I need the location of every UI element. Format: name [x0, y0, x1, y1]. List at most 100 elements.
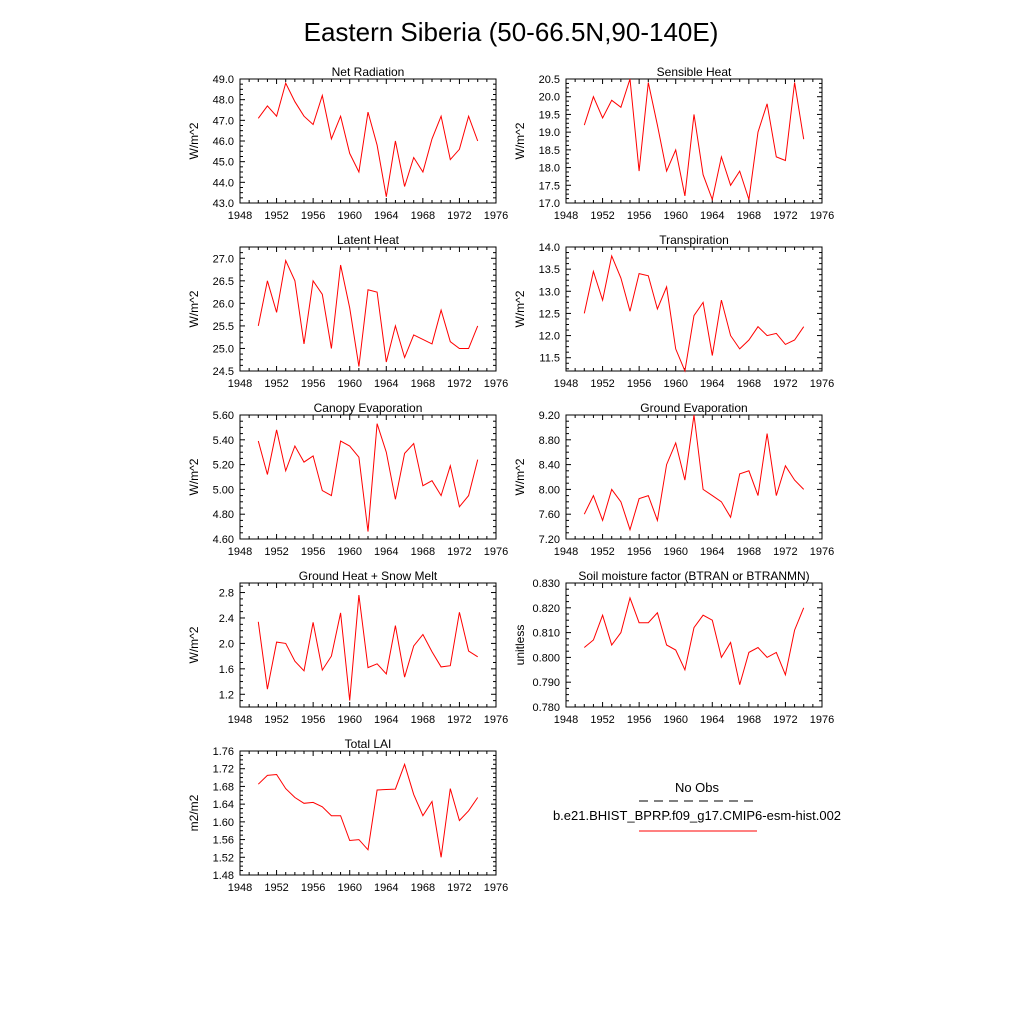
- x-tick-label: 1964: [700, 714, 724, 726]
- x-tick-label: 1976: [810, 210, 834, 222]
- x-tick-label: 1960: [663, 546, 687, 558]
- x-tick-label: 1948: [554, 210, 578, 222]
- legend: No Obs b.e21.BHIST_BPRP.f09_g17.CMIP6-es…: [553, 780, 841, 832]
- plot-frame: [239, 246, 497, 372]
- x-tick-label: 1964: [374, 546, 398, 558]
- y-tick-label: 20.0: [539, 92, 560, 104]
- y-tick-label: 2.0: [219, 638, 234, 650]
- panel-title: Transpiration: [659, 233, 729, 247]
- x-tick-label: 1968: [411, 378, 435, 390]
- y-tick-label: 1.72: [213, 764, 234, 776]
- chart-panel: Sensible Heat W/m^2 1948 1952 1956 1960 1964 19…: [513, 65, 834, 222]
- x-tick-label: 1948: [554, 378, 578, 390]
- y-tick-label: 1.6: [219, 664, 234, 676]
- plot-frame: [239, 414, 497, 540]
- x-tick-label: 1972: [773, 378, 797, 390]
- series-line: [583, 78, 805, 202]
- x-tick-label: 1976: [484, 714, 508, 726]
- x-tick-label: 1956: [627, 378, 651, 390]
- x-tick-label: 1972: [773, 210, 797, 222]
- y-tick-label: 20.5: [539, 74, 560, 86]
- panel-title: Total LAI: [345, 737, 392, 751]
- y-tick-label: 24.5: [213, 366, 234, 378]
- x-tick-label: 1952: [590, 546, 614, 558]
- x-tick-label: 1952: [264, 714, 288, 726]
- y-tick-label: 46.0: [213, 136, 234, 148]
- y-tick-label: 18.0: [539, 163, 560, 175]
- panel-title: Ground Heat + Snow Melt: [299, 569, 438, 583]
- x-tick-label: 1960: [337, 378, 361, 390]
- y-tick-label: 26.5: [213, 276, 234, 288]
- y-tick-label: 1.60: [213, 817, 234, 829]
- x-tick-label: 1960: [663, 378, 687, 390]
- plot-frame: [565, 582, 823, 708]
- x-tick-label: 1976: [484, 210, 508, 222]
- x-tick-label: 1976: [810, 378, 834, 390]
- x-tick-label: 1956: [301, 210, 325, 222]
- y-axis-label: W/m^2: [187, 122, 201, 159]
- series-line: [257, 258, 479, 367]
- x-tick-label: 1972: [773, 546, 797, 558]
- y-tick-label: 1.56: [213, 835, 234, 847]
- x-tick-label: 1960: [337, 714, 361, 726]
- y-tick-label: 44.0: [213, 177, 234, 189]
- panel-title: Net Radiation: [332, 65, 405, 79]
- panel-title: Sensible Heat: [657, 65, 732, 79]
- series-line: [257, 762, 479, 858]
- y-tick-label: 19.5: [539, 109, 560, 121]
- x-tick-label: 1956: [301, 714, 325, 726]
- y-tick-label: 47.0: [213, 115, 234, 127]
- y-tick-label: 8.40: [539, 460, 560, 472]
- y-tick-label: 49.0: [213, 74, 234, 86]
- y-tick-label: 0.800: [532, 652, 560, 664]
- series-line: [583, 254, 805, 373]
- x-tick-label: 1968: [411, 714, 435, 726]
- x-tick-label: 1952: [264, 546, 288, 558]
- x-tick-label: 1972: [447, 210, 471, 222]
- y-tick-label: 0.810: [532, 628, 560, 640]
- x-tick-label: 1972: [447, 378, 471, 390]
- chart-panel: Soil moisture factor (BTRAN or BTRANMN) u…: [513, 569, 834, 726]
- series-line: [583, 414, 805, 532]
- y-tick-label: 27.0: [213, 253, 234, 265]
- x-tick-label: 1968: [737, 378, 761, 390]
- x-tick-label: 1956: [627, 546, 651, 558]
- y-tick-label: 18.5: [539, 145, 560, 157]
- y-tick-label: 8.80: [539, 435, 560, 447]
- y-tick-label: 11.5: [539, 353, 560, 365]
- y-tick-label: 25.0: [213, 343, 234, 355]
- x-tick-label: 1968: [737, 210, 761, 222]
- panel-title: Latent Heat: [337, 233, 400, 247]
- figure-title: Eastern Siberia (50-66.5N,90-140E): [304, 17, 719, 47]
- y-tick-label: 12.0: [539, 331, 560, 343]
- y-tick-label: 1.64: [213, 799, 234, 811]
- x-tick-label: 1956: [627, 714, 651, 726]
- x-tick-label: 1948: [228, 378, 252, 390]
- x-tick-label: 1968: [737, 546, 761, 558]
- x-tick-label: 1964: [374, 882, 398, 894]
- y-tick-label: 5.40: [213, 435, 234, 447]
- x-tick-label: 1972: [773, 714, 797, 726]
- x-tick-label: 1960: [337, 882, 361, 894]
- x-tick-label: 1976: [484, 882, 508, 894]
- y-axis-label: W/m^2: [187, 290, 201, 327]
- x-tick-label: 1952: [264, 378, 288, 390]
- x-tick-label: 1952: [590, 210, 614, 222]
- plot-frame: [239, 78, 497, 204]
- y-tick-label: 19.0: [539, 127, 560, 139]
- x-tick-label: 1964: [374, 210, 398, 222]
- chart-panel: Canopy Evaporation W/m^2 1948 1952 1956 1960 1…: [187, 401, 508, 558]
- y-tick-label: 7.20: [539, 534, 560, 546]
- x-tick-label: 1948: [228, 210, 252, 222]
- y-tick-label: 2.8: [219, 588, 234, 600]
- y-tick-label: 0.820: [532, 603, 560, 615]
- chart-panel: Total LAI m2/m2 1948 1952 1956 1960 1964 1968 19…: [187, 737, 508, 894]
- panel-title: Canopy Evaporation: [314, 401, 423, 415]
- plot-frame: [565, 414, 823, 540]
- y-axis-label: W/m^2: [187, 458, 201, 495]
- x-tick-label: 1956: [301, 546, 325, 558]
- chart-panel: Net Radiation W/m^2 1948 1952 1956 1960 1964 19…: [187, 65, 508, 222]
- x-tick-label: 1964: [700, 210, 724, 222]
- panel-title: Ground Evaporation: [640, 401, 747, 415]
- y-tick-label: 7.60: [539, 509, 560, 521]
